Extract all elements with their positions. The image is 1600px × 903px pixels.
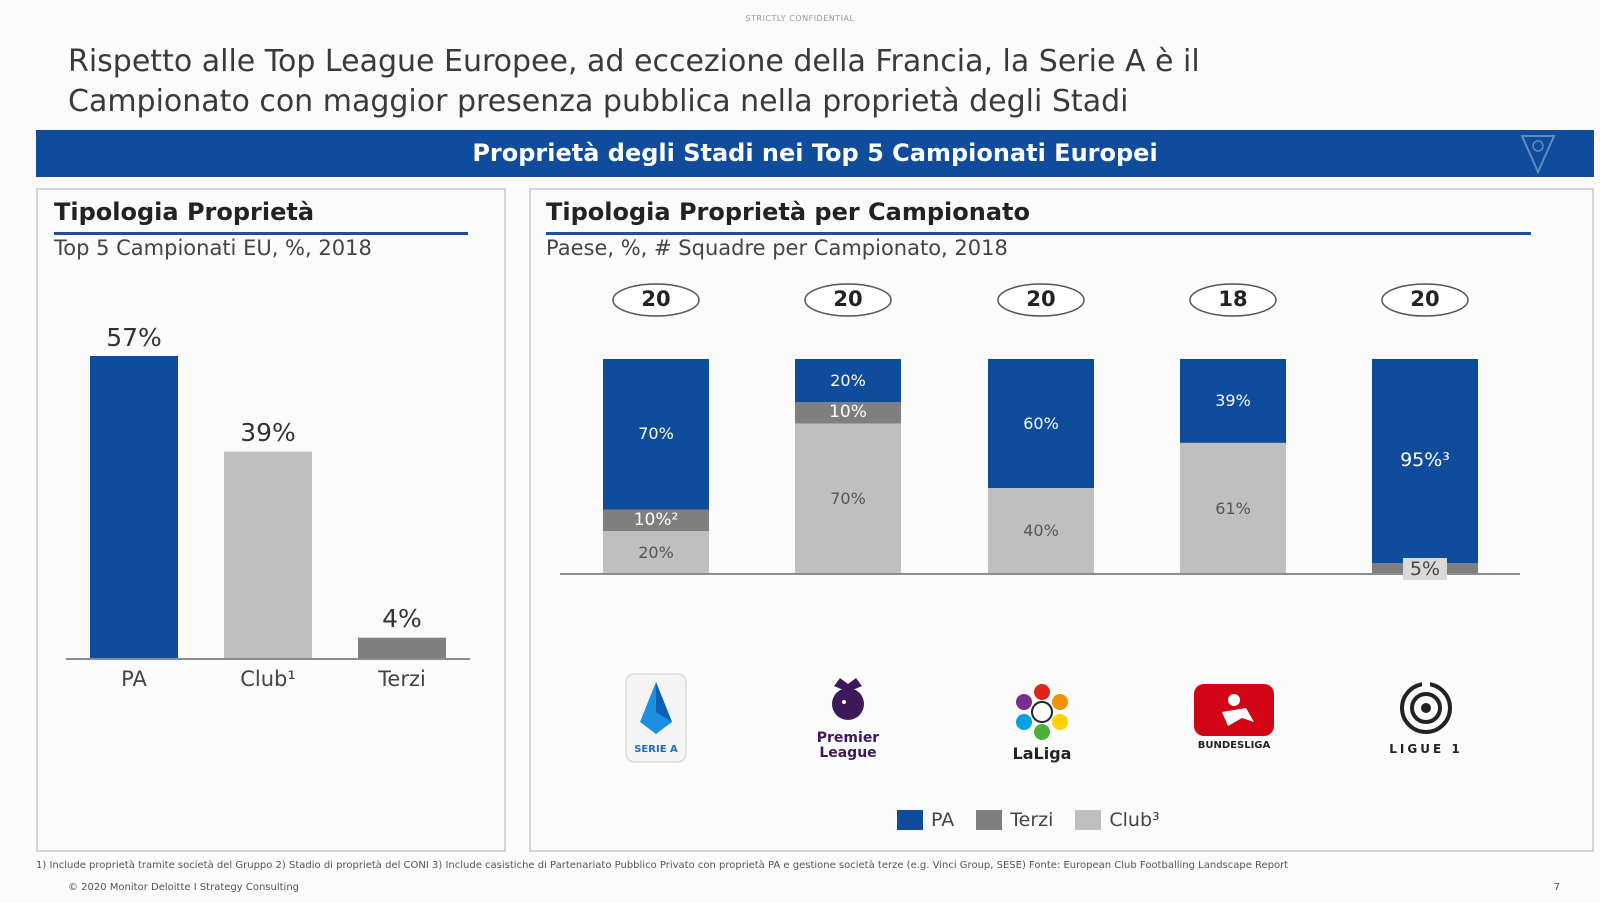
banner-title: Proprietà degli Stadi nei Top 5 Campiona… <box>472 139 1158 167</box>
legend-item-terzi: Terzi <box>976 809 1053 831</box>
section-banner: Proprietà degli Stadi nei Top 5 Campiona… <box>36 130 1594 177</box>
right-panel-subtitle: Paese, %, # Squadre per Campionato, 2018 <box>546 236 1008 260</box>
category-label: PA <box>121 666 147 691</box>
legend-swatch-club <box>1075 810 1102 830</box>
bar-terzi <box>358 637 446 659</box>
serie-a-caption: SERIE A <box>634 744 678 755</box>
bar-value-label: 39% <box>240 418 296 448</box>
team-count-label: 20 <box>1410 286 1440 311</box>
chart-legend: PA Terzi Club³ <box>897 808 1182 832</box>
stack-segment-club <box>1180 442 1286 574</box>
right-panel-title: Tipologia Proprietà per Campionato <box>546 198 1030 226</box>
page-number: 7 <box>1553 882 1560 893</box>
bar-value-label: 4% <box>382 604 422 634</box>
team-count-bubble <box>1189 283 1277 317</box>
stack-segment-club <box>603 531 709 574</box>
stack-segment-club <box>988 488 1094 574</box>
team-count-label: 20 <box>833 286 863 311</box>
premier-league-logo <box>822 674 874 730</box>
segment-value-label: 20% <box>638 542 674 562</box>
segment-value-label: 39% <box>1215 391 1251 410</box>
bar-value-label: 57% <box>106 322 162 352</box>
bundesliga-logo <box>1192 682 1276 738</box>
stack-segment-pa <box>988 359 1094 488</box>
category-label: Terzi <box>378 666 426 691</box>
team-count-label: 20 <box>641 286 671 311</box>
legend-label-pa: PA <box>931 809 955 831</box>
serie-a-logo <box>624 672 688 764</box>
team-count-bubble <box>997 283 1085 317</box>
headline-line-2: Campionato con maggior presenza pubblica… <box>68 84 1129 119</box>
team-count-label: 20 <box>1026 286 1056 311</box>
stack-segment-pa <box>1372 359 1478 564</box>
segment-value-label: 10% <box>829 402 867 423</box>
legend-label-terzi: Terzi <box>1010 809 1054 831</box>
ligue-1-caption: LIGUE 1 <box>1389 742 1463 756</box>
segment-value-label: 60% <box>1023 413 1059 433</box>
bar-pa <box>90 356 178 659</box>
watermark-shield-icon <box>1520 135 1556 175</box>
stack-segment-pa <box>795 359 901 402</box>
left-panel-title: Tipologia Proprietà <box>54 198 315 226</box>
legend-item-club: Club³ <box>1075 809 1160 831</box>
premier-league-caption: Premier League <box>812 731 884 761</box>
team-count-label: 18 <box>1218 286 1248 311</box>
left-panel-rule <box>54 232 468 235</box>
headline: Rispetto alle Top League Europee, ad ecc… <box>68 42 1468 122</box>
bar-club <box>224 451 312 659</box>
copyright: © 2020 Monitor Deloitte I Strategy Consu… <box>68 882 300 893</box>
team-count-bubble <box>1381 283 1469 317</box>
segment-value-label: 70% <box>638 424 674 444</box>
segment-value-label: 10%² <box>633 509 679 530</box>
segment-value-label: 20% <box>830 370 866 390</box>
segment-value-label: 40% <box>1023 521 1059 541</box>
stack-segment-terzi <box>795 402 901 424</box>
stack-segment-terzi <box>603 509 709 531</box>
segment-value-label: 70% <box>830 488 866 508</box>
team-count-bubble <box>804 283 892 317</box>
premier-league-caption-line-2: League <box>819 745 877 761</box>
left-panel-subtitle: Top 5 Campionati EU, %, 2018 <box>54 236 372 260</box>
stack-segment-pa <box>1180 359 1286 443</box>
segment-value-label: 61% <box>1215 498 1251 518</box>
category-label: Club¹ <box>240 666 296 691</box>
segment-value-label: 5% <box>1403 558 1447 581</box>
legend-item-pa: PA <box>897 809 954 831</box>
right-panel-rule <box>546 232 1531 235</box>
premier-league-caption-line-1: Premier <box>816 730 880 746</box>
laliga-caption: LaLiga <box>1012 744 1072 763</box>
ligue-1-logo <box>1394 676 1458 738</box>
team-count-bubble <box>612 283 700 317</box>
confidential-label: STRICTLY CONFIDENTIAL <box>745 14 855 23</box>
legend-swatch-pa <box>897 810 923 830</box>
stack-segment-pa <box>603 359 709 510</box>
bundesliga-caption: BUNDESLIGA <box>1197 740 1271 751</box>
stack-segment-club <box>795 423 901 574</box>
segment-value-label: 95%³ <box>1400 449 1450 472</box>
laliga-logo <box>1010 680 1074 744</box>
headline-line-1: Rispetto alle Top League Europee, ad ecc… <box>68 44 1200 79</box>
footnotes: 1) Include proprietà tramite società del… <box>36 860 1289 871</box>
legend-label-club: Club³ <box>1109 809 1160 831</box>
legend-swatch-terzi <box>976 810 1003 830</box>
